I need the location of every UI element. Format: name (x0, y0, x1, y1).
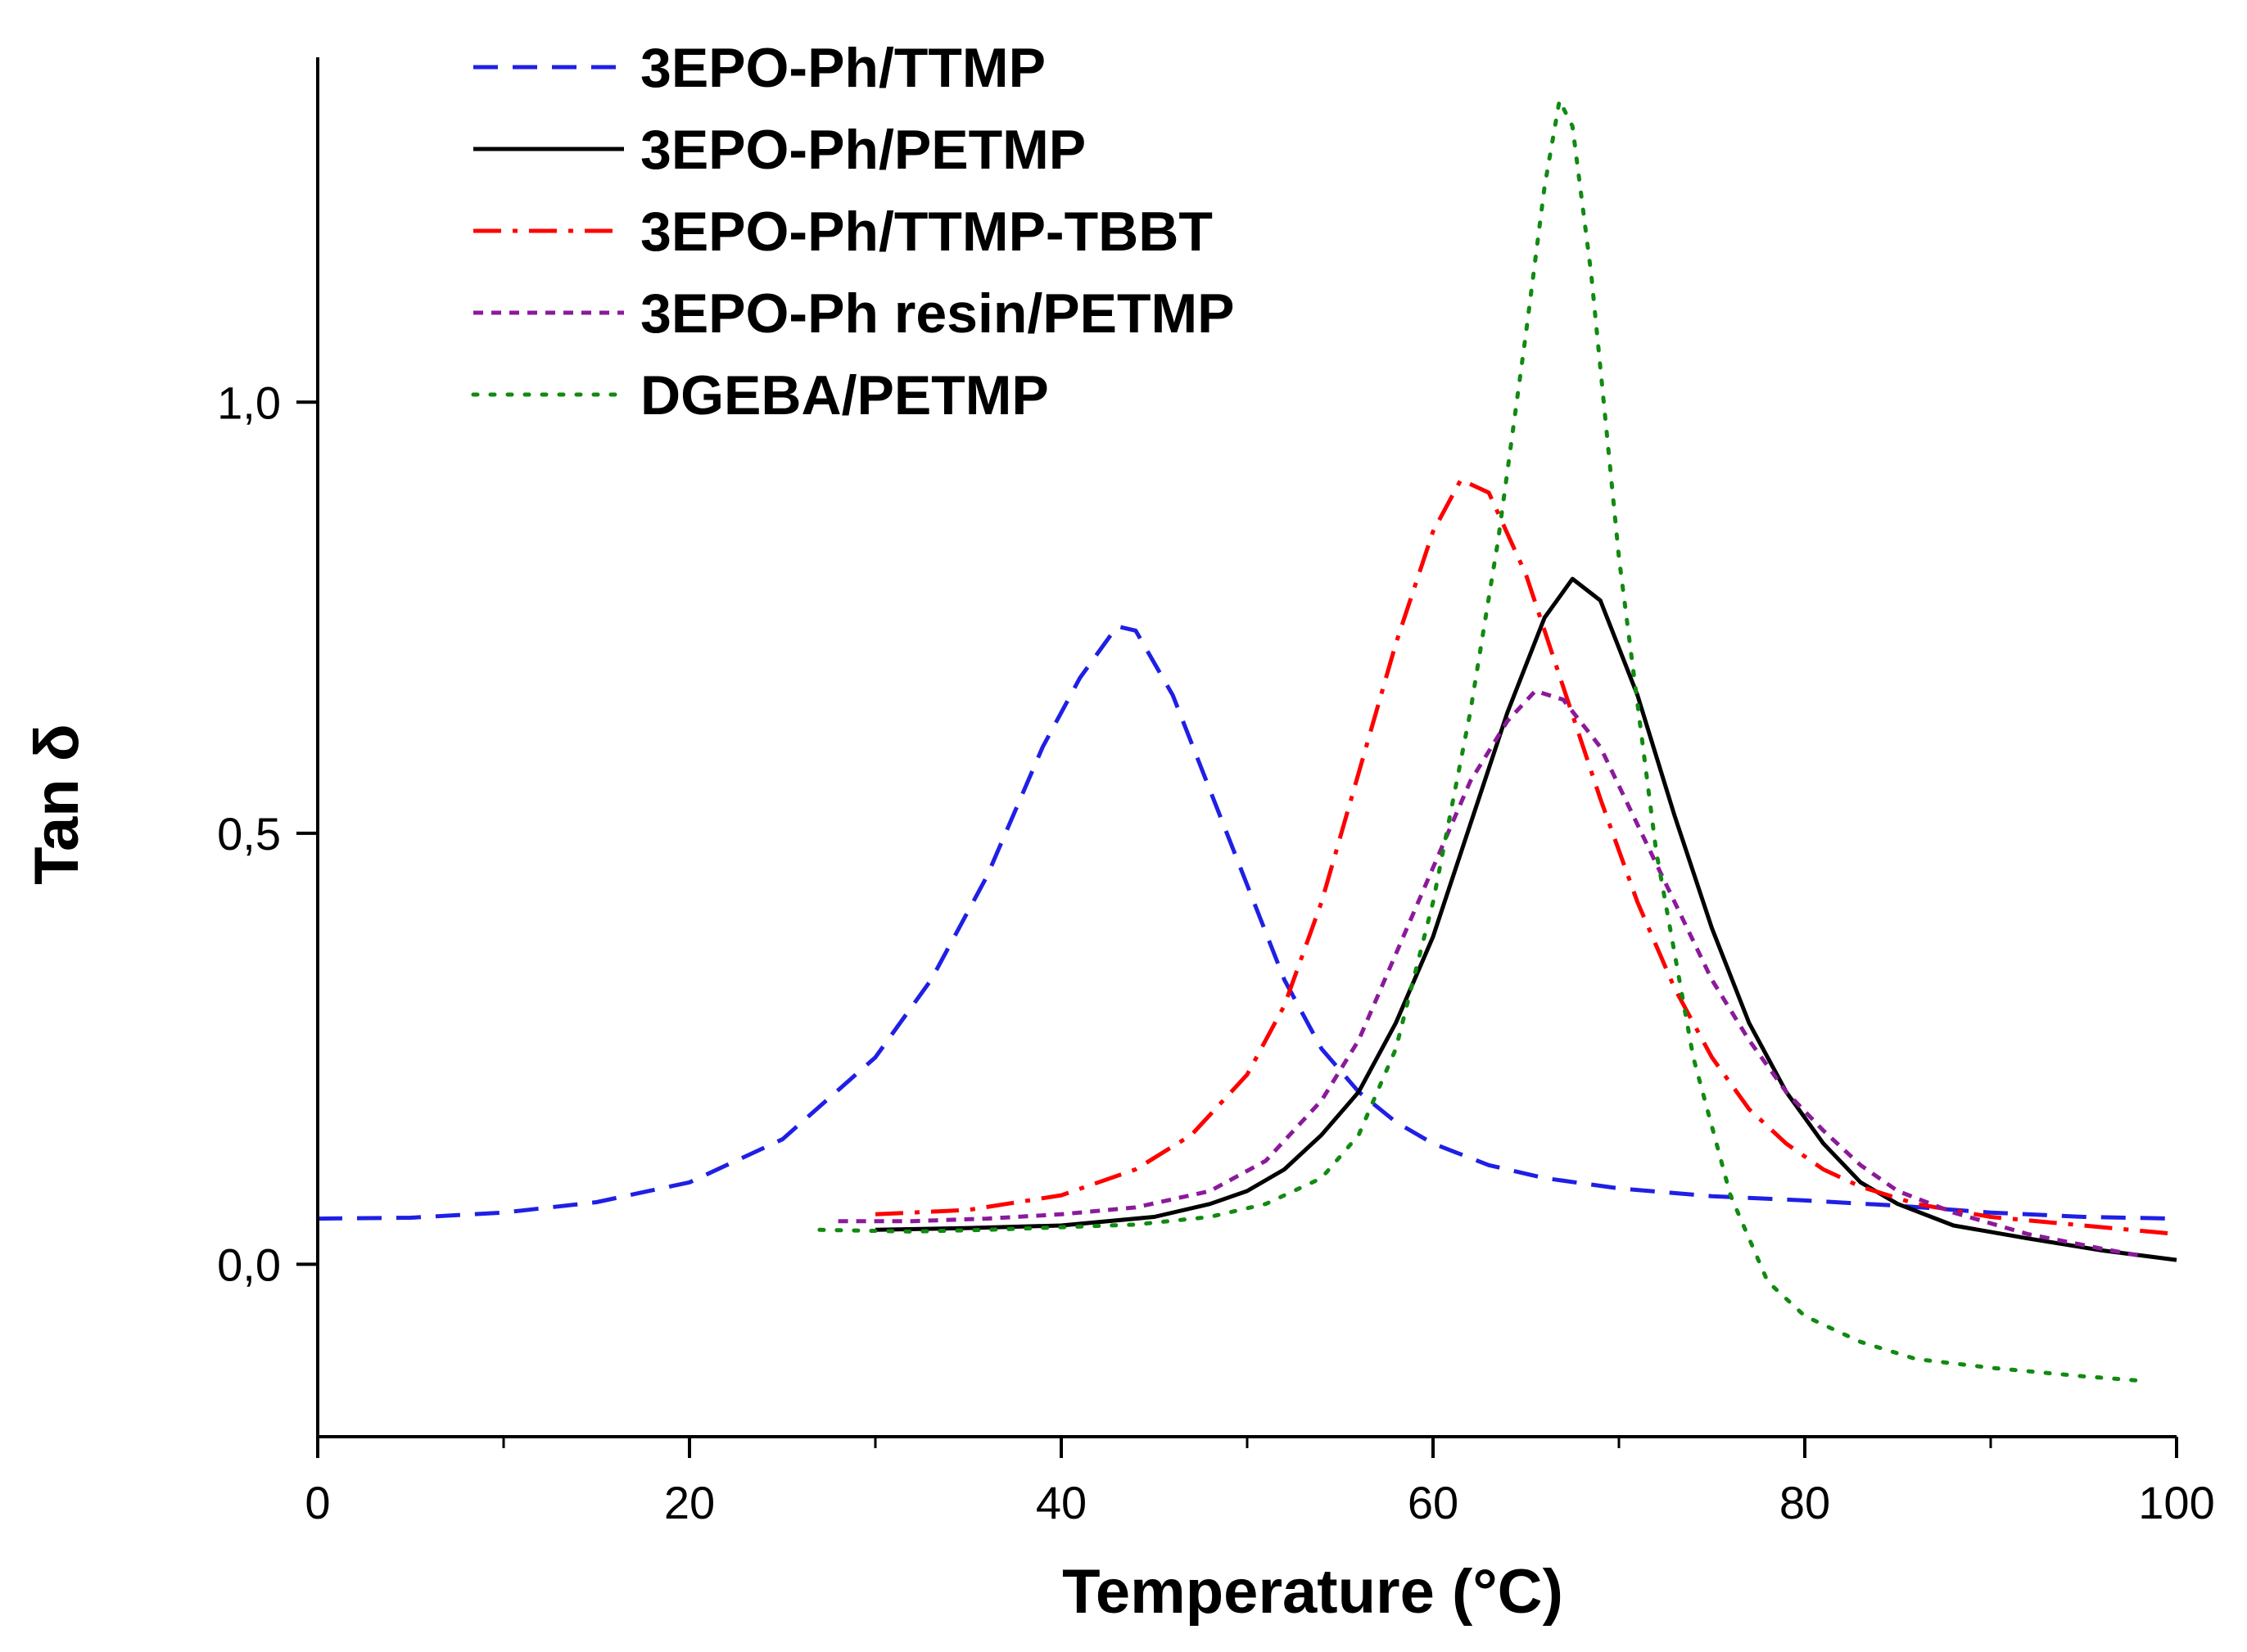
series-layer (317, 98, 2177, 1383)
axes-layer (316, 57, 2177, 1438)
x-tick-label: 40 (1036, 1477, 1087, 1528)
legend-label: 3EPO-Ph resin/PETMP (640, 282, 1235, 345)
series-line-2 (875, 576, 2177, 1262)
ticks-layer: 0 20 40 60 80 100 0,0 0,5 1,0 (217, 377, 2215, 1528)
x-tick-label: 0 (305, 1477, 330, 1528)
series-line-4 (838, 688, 2141, 1258)
x-axis-title: Temperature (°C) (1062, 1557, 1563, 1627)
x-tick-label: 100 (2138, 1477, 2214, 1528)
legend: 3EPO-Ph/TTMP 3EPO-Ph/PETMP 3EPO-Ph/TTMP-TB… (471, 37, 1235, 427)
series-line-3 (875, 477, 2177, 1236)
x-tick-label: 80 (1779, 1477, 1830, 1528)
y-tick-label: 0,5 (217, 808, 281, 860)
x-tick-label: 60 (1408, 1477, 1458, 1528)
legend-label: 3EPO-Ph/TTMP-TBBT (640, 201, 1213, 263)
series-line-1 (317, 624, 2177, 1221)
x-tick-label: 20 (664, 1477, 715, 1528)
y-tick-label: 1,0 (217, 377, 281, 428)
legend-label: 3EPO-Ph/TTMP (640, 37, 1046, 99)
series-line-5 (817, 98, 2142, 1383)
legend-label: DGEBA/PETMP (640, 364, 1049, 427)
y-axis-title: Tan δ (22, 724, 92, 885)
y-tick-label: 0,0 (217, 1239, 281, 1290)
legend-label: 3EPO-Ph/PETMP (640, 119, 1086, 181)
